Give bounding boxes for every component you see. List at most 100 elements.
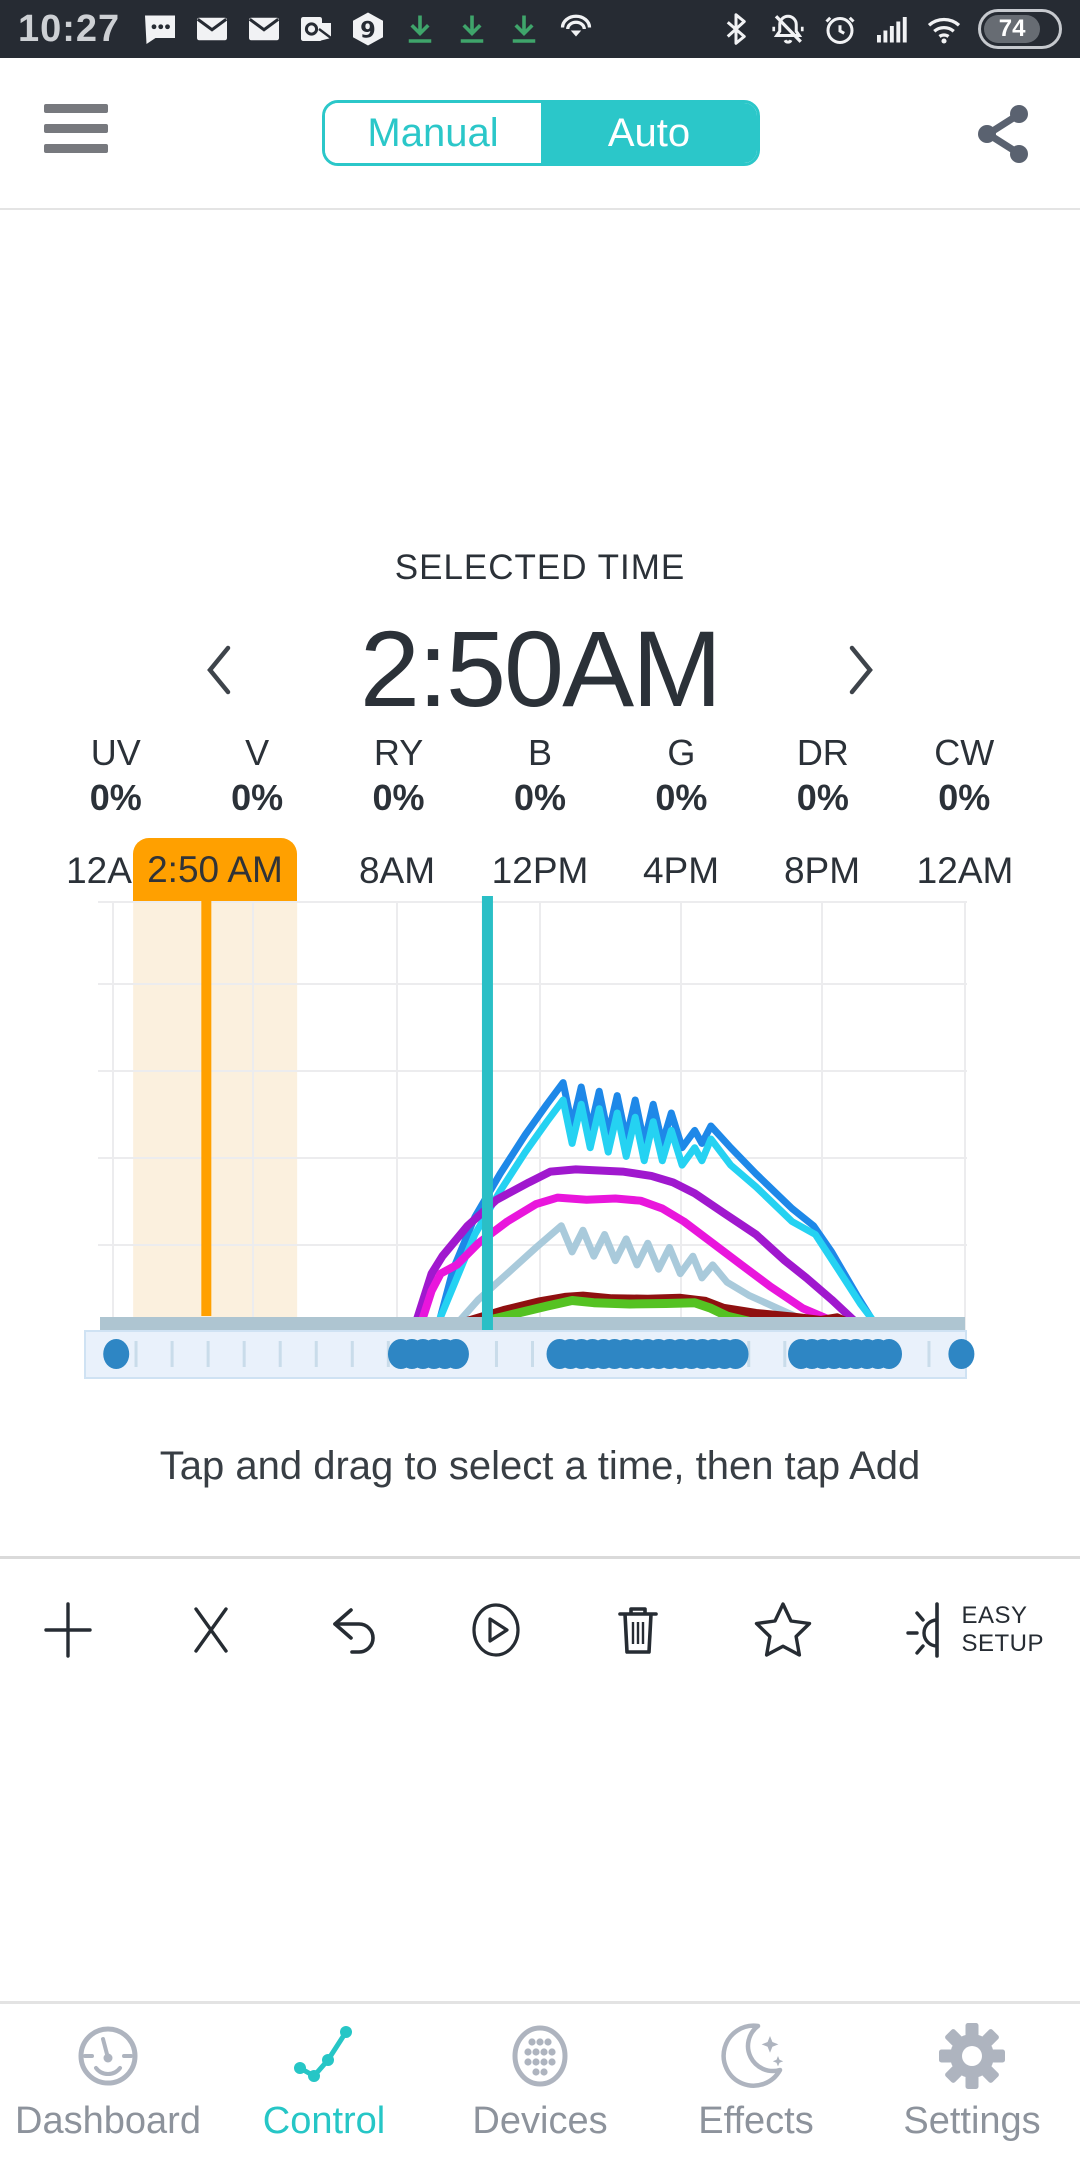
grid-line-vertical — [821, 901, 823, 1330]
axis-label-4pm: 4PM — [642, 850, 720, 891]
channel-cw: CW 0% — [934, 732, 995, 818]
delete-button[interactable] — [606, 1598, 670, 1662]
series-lightblue-channel — [447, 1222, 839, 1334]
mail-icon — [197, 17, 228, 41]
download-icon — [408, 15, 432, 43]
next-time-button[interactable] — [842, 640, 882, 700]
favorite-button[interactable] — [749, 1598, 817, 1662]
control-chart-icon — [294, 2026, 352, 2082]
status-bar: 10:27 9 74 — [0, 0, 1080, 58]
selected-time-badge[interactable]: 2:50 AM — [133, 838, 297, 901]
schedule-chart[interactable] — [0, 896, 1080, 1396]
nav-control[interactable]: Control — [216, 2004, 432, 2160]
bottom-nav: Dashboard Control Devices — [0, 2001, 1080, 2160]
slider-dot[interactable] — [103, 1339, 130, 1369]
slider-tick — [242, 1341, 246, 1367]
share-icon[interactable] — [972, 102, 1036, 166]
svg-text:9: 9 — [360, 17, 376, 43]
status-left: 10:27 9 — [18, 8, 594, 51]
manual-mode-button[interactable]: Manual — [325, 103, 541, 163]
selected-time-heading: SELECTED TIME — [394, 548, 686, 587]
sunrise-icon — [906, 1602, 940, 1658]
axis-label-8pm: 8PM — [783, 850, 861, 891]
chart-baseline — [100, 1317, 965, 1330]
instruction-text: Tap and drag to select a time, then tap … — [159, 1444, 921, 1488]
nav-dashboard[interactable]: Dashboard — [0, 2004, 216, 2160]
slider-tick — [783, 1341, 787, 1367]
slider-tick — [134, 1341, 138, 1367]
mode-toggle: Manual Auto — [322, 100, 760, 166]
slider-tick — [531, 1341, 534, 1367]
play-button[interactable] — [464, 1598, 528, 1662]
channel-dr: DR 0% — [796, 732, 849, 818]
led-puck-icon — [512, 2025, 568, 2087]
slider-dot[interactable] — [948, 1339, 975, 1369]
auto-mode-button[interactable]: Auto — [541, 103, 757, 163]
nav-settings[interactable]: Settings — [864, 2004, 1080, 2160]
audible-icon — [561, 14, 592, 37]
battery-indicator: 74 — [978, 9, 1062, 49]
slider-dot[interactable] — [722, 1339, 749, 1369]
easy-setup-label: EASY SETUP — [961, 1602, 1044, 1657]
bluetooth-icon — [726, 13, 746, 45]
sms-icon — [145, 15, 176, 44]
grid-line-vertical — [964, 901, 966, 1330]
series-blue-channel — [433, 1079, 882, 1334]
channel-b: B 0% — [513, 732, 566, 818]
channel-v: V 0% — [231, 732, 284, 818]
menu-icon[interactable] — [44, 104, 108, 162]
moon-icon — [721, 2023, 784, 2088]
axis-label-12am: 12AM — [916, 850, 1014, 891]
slider-tick — [494, 1341, 498, 1367]
selected-time-line[interactable] — [201, 901, 212, 1316]
channel-g: G 0% — [655, 732, 708, 818]
axis-label-8am: 8AM — [358, 850, 436, 891]
grid-line-horizontal — [98, 1070, 967, 1072]
easy-setup-button[interactable]: EASY SETUP — [895, 1598, 1044, 1662]
slider-dot[interactable] — [876, 1339, 903, 1369]
grid-line-vertical — [680, 901, 682, 1330]
slider-tick — [927, 1341, 931, 1367]
previous-time-button[interactable] — [198, 640, 238, 700]
status-right: 74 — [718, 9, 1062, 49]
gear-icon — [939, 2023, 1005, 2089]
toolbar: EASY SETUP — [0, 1560, 1080, 1700]
selected-time-band — [133, 901, 298, 1330]
slider-tick — [170, 1341, 174, 1367]
series-purple-channel — [409, 1165, 869, 1334]
grid-line-horizontal — [98, 901, 967, 903]
mail-icon — [249, 17, 280, 41]
grid-line-horizontal — [98, 1157, 967, 1159]
wifi-icon — [927, 17, 961, 44]
time-axis: 12A 2:50 AM 8AM 12PM 4PM 8PM 12AM — [0, 838, 1080, 901]
slider-tick — [206, 1341, 210, 1367]
channel-ry: RY 0% — [372, 732, 425, 818]
schedule-chart-svg[interactable] — [0, 896, 1080, 1396]
grid-line-vertical — [112, 901, 114, 1330]
grid-line-vertical — [396, 901, 398, 1330]
axis-label-12pm: 12PM — [491, 850, 589, 891]
undo-button[interactable] — [321, 1598, 385, 1662]
nine-icon: 9 — [353, 12, 384, 46]
current-time-line — [481, 896, 493, 1330]
nav-effects[interactable]: Effects — [648, 2004, 864, 2160]
add-button[interactable] — [36, 1598, 100, 1662]
clear-button[interactable] — [179, 1598, 243, 1662]
slider-dot[interactable] — [442, 1339, 469, 1369]
slider-tick — [350, 1341, 354, 1367]
mute-icon — [772, 14, 804, 44]
series-cyan-channel — [431, 1096, 884, 1334]
toolbar-divider — [0, 1556, 1080, 1559]
nav-devices[interactable]: Devices — [432, 2004, 648, 2160]
download-icon — [460, 15, 484, 43]
channel-uv: UV 0% — [89, 732, 142, 818]
channel-readouts: UV 0% V 0% RY 0% B 0% G 0% DR 0% CW 0% — [45, 732, 1035, 819]
clock-text: 10:27 — [18, 7, 121, 50]
selected-time-value: 2:50AM — [359, 608, 722, 729]
axis-label-12a: 12A — [66, 850, 132, 891]
battery-level: 74 — [984, 15, 1041, 43]
download-icon — [512, 15, 536, 43]
slider-tick — [314, 1341, 318, 1367]
grid-line-vertical — [252, 901, 254, 1330]
